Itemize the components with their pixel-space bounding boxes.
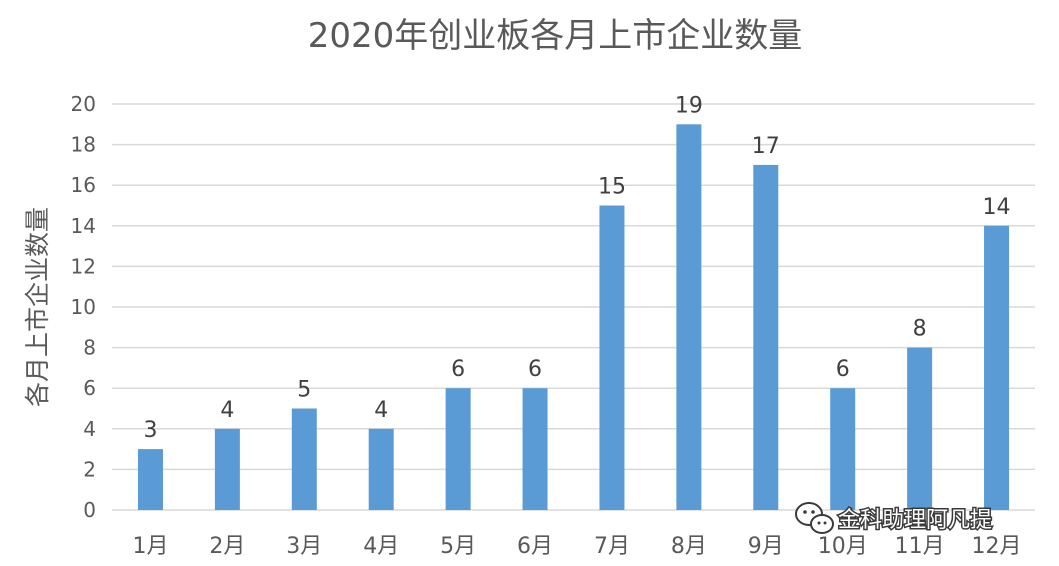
data-label: 4 [220, 398, 234, 423]
data-label: 15 [598, 175, 626, 200]
bar [368, 428, 394, 510]
y-tick-label: 0 [83, 498, 96, 522]
bars [137, 124, 1010, 511]
y-tick-label: 4 [83, 417, 96, 441]
bar [599, 205, 625, 510]
bar [137, 449, 163, 510]
x-tick-label: 2月 [209, 534, 245, 559]
bar [907, 347, 933, 510]
y-tick-label: 8 [83, 336, 96, 360]
x-axis-ticks: 1月 2月 3月 4月 5月 6月 7月 8月 9月 10月 11月 12月 [132, 534, 1021, 559]
x-tick-label: 1月 [132, 534, 168, 559]
x-tick-label: 10月 [818, 534, 868, 559]
x-tick-label: 9月 [748, 534, 784, 559]
x-tick-label: 12月 [972, 534, 1022, 559]
data-label: 4 [374, 398, 388, 423]
x-tick-label: 3月 [286, 534, 322, 559]
watermark-text: 金科助理阿凡提 [838, 508, 992, 533]
gridlines [112, 103, 1035, 511]
bar [445, 388, 471, 510]
data-label: 6 [451, 357, 465, 382]
bar [214, 428, 240, 510]
y-axis-title: 各月上市企业数量 [23, 207, 52, 407]
x-tick-label: 5月 [440, 534, 476, 559]
bar [984, 225, 1010, 511]
bar [291, 408, 317, 510]
bar [830, 388, 856, 510]
bar [753, 164, 779, 510]
x-tick-label: 11月 [895, 534, 945, 559]
data-label: 14 [983, 195, 1011, 220]
y-tick-label: 18 [71, 133, 96, 157]
y-tick-label: 10 [71, 295, 96, 319]
bar [676, 124, 702, 511]
data-label: 19 [675, 93, 703, 118]
x-tick-label: 6月 [517, 534, 553, 559]
data-label: 3 [143, 418, 157, 443]
chart-title: 2020年创业板各月上市企业数量 [308, 16, 803, 56]
y-tick-label: 6 [83, 376, 96, 400]
data-label: 6 [528, 357, 542, 382]
wechat-icon [795, 502, 834, 534]
y-axis-title-group: 各月上市企业数量 [23, 207, 52, 407]
y-tick-label: 14 [71, 214, 96, 238]
data-labels: 3 4 5 4 6 6 15 19 17 6 8 14 [143, 93, 1010, 443]
y-tick-label: 12 [71, 254, 96, 278]
data-label: 8 [913, 317, 927, 342]
y-tick-label: 20 [71, 92, 96, 116]
data-label: 17 [752, 134, 780, 159]
x-tick-label: 4月 [363, 534, 399, 559]
data-label: 6 [836, 357, 850, 382]
x-tick-label: 7月 [594, 534, 630, 559]
data-label: 5 [297, 378, 311, 403]
watermark: 金科助理阿凡提 [795, 502, 994, 535]
x-tick-label: 8月 [671, 534, 707, 559]
y-axis-ticks: 0 2 4 6 8 10 12 14 16 18 20 [71, 92, 96, 522]
y-tick-label: 16 [71, 173, 96, 197]
bar [522, 388, 548, 510]
y-tick-label: 2 [83, 457, 96, 481]
